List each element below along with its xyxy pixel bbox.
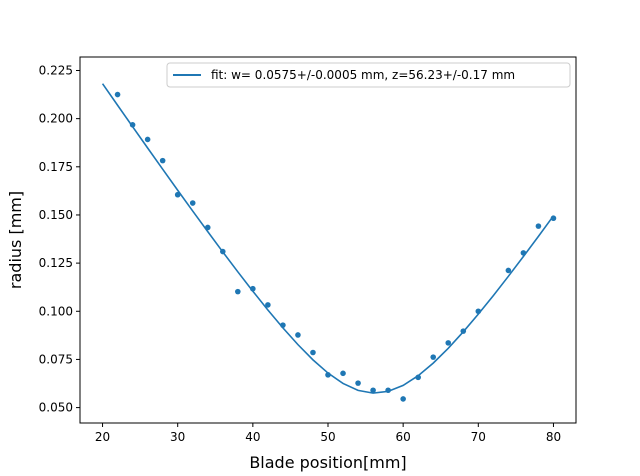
data-point	[174, 191, 181, 198]
y-tick-label: 0.100	[39, 304, 73, 318]
data-points-layer	[114, 91, 557, 402]
data-point	[325, 372, 331, 378]
data-point	[430, 354, 437, 360]
data-point	[189, 200, 196, 206]
x-tick-label: 50	[320, 430, 335, 444]
y-tick-label: 0.150	[39, 208, 73, 222]
fit-curve	[101, 83, 555, 394]
data-point	[445, 340, 452, 346]
x-tick-label: 20	[95, 430, 110, 444]
data-point	[295, 332, 301, 338]
data-point	[129, 122, 136, 128]
data-point	[520, 250, 527, 256]
y-tick-label: 0.075	[39, 352, 73, 366]
legend: fit: w= 0.0575+/-0.0005 mm, z=56.23+/-0.…	[166, 62, 571, 88]
y-tick-label: 0.225	[39, 63, 73, 77]
y-tick-label: 0.200	[39, 112, 73, 126]
x-axis-ticks: 20 30 40 50 60 70 80	[95, 423, 561, 444]
x-tick-label: 30	[170, 430, 185, 444]
plot-frame	[79, 56, 577, 424]
data-point	[204, 224, 211, 231]
data-point	[535, 223, 542, 229]
x-axis-title: Blade position[mm]	[249, 453, 406, 472]
data-point	[475, 308, 482, 315]
data-point	[415, 374, 421, 381]
fit-curve-layer	[101, 83, 555, 394]
data-point	[340, 370, 346, 377]
data-point	[219, 248, 226, 255]
y-tick-label: 0.050	[39, 401, 73, 415]
data-point	[280, 322, 286, 328]
x-tick-label: 60	[396, 430, 411, 444]
data-point	[310, 349, 316, 356]
data-point	[250, 285, 256, 292]
data-point	[159, 157, 166, 164]
data-point	[460, 328, 467, 334]
data-point	[235, 288, 241, 295]
data-point	[370, 387, 376, 394]
legend-box	[166, 62, 571, 88]
y-tick-label: 0.175	[39, 160, 73, 174]
y-axis-title: radius [mm]	[6, 191, 25, 289]
data-point	[550, 215, 557, 222]
data-point	[265, 302, 271, 308]
data-point	[385, 387, 391, 394]
data-point	[505, 267, 512, 274]
data-point	[114, 91, 121, 98]
x-tick-label: 40	[245, 430, 260, 444]
x-tick-label: 80	[546, 430, 561, 444]
data-point	[144, 136, 151, 143]
y-axis-ticks: 0.050 0.075 0.100 0.125 0.150 0.175 0.200 0.225	[39, 63, 80, 415]
legend-label: fit: w= 0.0575+/-0.0005 mm, z=56.23+/-0.…	[211, 68, 515, 82]
data-point	[355, 380, 361, 386]
y-tick-label: 0.125	[39, 256, 73, 270]
data-point	[400, 396, 406, 402]
x-tick-label: 70	[471, 430, 486, 444]
